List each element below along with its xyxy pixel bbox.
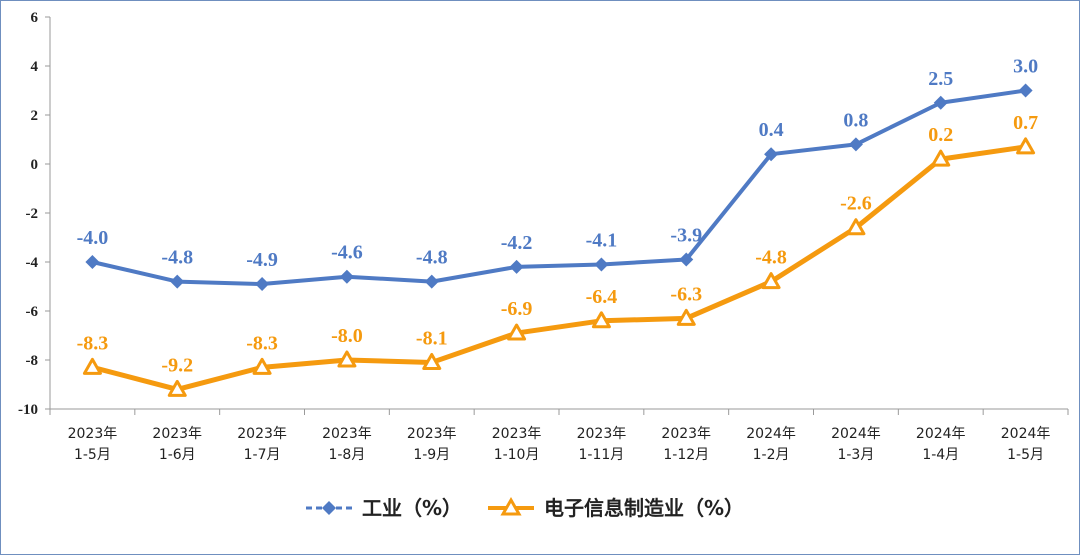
x-tick-label-year: 2023年 <box>68 426 118 442</box>
legend-item-0: 工业（%） <box>306 496 462 520</box>
data-label: 0.8 <box>843 109 868 131</box>
legend: 工业（%） 电子信息制造业（%） <box>306 496 744 520</box>
data-point-triangle <box>422 352 442 370</box>
data-point-triangle <box>337 350 357 368</box>
x-tick-label-year: 2023年 <box>492 426 542 442</box>
y-tick-label: -6 <box>26 304 39 320</box>
data-label: -4.2 <box>501 232 533 254</box>
x-tick-label-year: 2024年 <box>1001 426 1051 442</box>
series-line <box>91 88 1026 287</box>
data-label: 0.2 <box>928 124 953 146</box>
data-label: -6.9 <box>501 298 533 320</box>
x-tick-label-period: 1-11月 <box>579 447 625 463</box>
data-point-triangle <box>82 357 102 375</box>
axes: 6 4 2 0 -2 -4 -6 -8 -10 2023年 1-5月 2023年 1-6月 2023年 1-… <box>18 10 1069 463</box>
x-tick-label-period: 1-7月 <box>244 447 281 463</box>
x-tick-label-year: 2023年 <box>152 426 202 442</box>
data-point-diamond <box>848 137 863 152</box>
y-tick-label: 6 <box>31 10 39 26</box>
x-tick-label-period: 1-12月 <box>663 447 709 463</box>
x-tick-label-year: 2023年 <box>322 426 372 442</box>
data-point-diamond <box>339 269 354 284</box>
data-point-diamond <box>933 95 948 110</box>
x-tick-label-period: 1-5月 <box>1007 447 1044 463</box>
data-label: -6.4 <box>586 286 618 308</box>
data-point-diamond <box>764 147 779 162</box>
x-tick-label-year: 2023年 <box>407 426 457 442</box>
data-label: -4.0 <box>77 227 109 249</box>
data-point-triangle <box>846 218 866 236</box>
y-tick-label: 4 <box>31 59 39 75</box>
data-label: -8.0 <box>331 325 363 347</box>
x-tick-label-period: 1-6月 <box>159 447 196 463</box>
data-point-diamond <box>424 274 439 289</box>
y-tick-label: 0 <box>31 157 39 173</box>
data-label: -4.8 <box>161 247 193 269</box>
y-tick-label: -2 <box>26 206 39 222</box>
data-point-diamond <box>1018 83 1033 98</box>
series-layer: -4.0 -4.8 -4.9 -4.6 -4.8 -4.2 -4.1 -3.9 0.4 0.8 2.… <box>77 56 1038 397</box>
data-point-triangle <box>676 308 696 326</box>
y-tick-label: 2 <box>31 108 39 124</box>
data-point-diamond <box>255 277 270 292</box>
y-tick-label: -4 <box>26 255 39 271</box>
data-label: -4.8 <box>755 247 787 269</box>
series-0: -4.0 -4.8 -4.9 -4.6 -4.8 -4.2 -4.1 -3.9 0.4 0.8 2.… <box>77 56 1038 292</box>
data-label: -3.9 <box>670 225 702 247</box>
x-tick-label-period: 1-2月 <box>753 447 790 463</box>
data-label: 0.4 <box>759 119 784 141</box>
series-1: -8.3 -9.2 -8.3 -8.0 -8.1 -6.9 -6.4 -6.3 -4.8 -2.6… <box>77 112 1038 397</box>
x-tick-label-year: 2023年 <box>661 426 711 442</box>
x-tick-label-year: 2024年 <box>746 426 796 442</box>
data-point-diamond <box>85 255 100 269</box>
series-line <box>91 144 1026 392</box>
data-label: -8.1 <box>416 327 448 349</box>
data-label: 2.5 <box>928 68 953 90</box>
data-label: -4.6 <box>331 242 363 264</box>
y-tick-label: -10 <box>18 402 38 418</box>
x-tick-label-year: 2023年 <box>237 426 287 442</box>
data-point-triangle <box>1016 137 1036 155</box>
data-label: 3.0 <box>1013 56 1038 78</box>
data-label: 0.7 <box>1013 112 1038 134</box>
data-point-diamond <box>509 259 524 274</box>
data-point-diamond <box>679 252 694 267</box>
x-tick-label-period: 1-4月 <box>922 447 959 463</box>
legend-swatch-triangle <box>500 496 522 516</box>
data-label: -4.1 <box>586 229 618 251</box>
data-label: -4.8 <box>416 247 448 269</box>
x-tick-label-year: 2024年 <box>831 426 881 442</box>
data-point-triangle <box>931 149 951 167</box>
x-tick-label-period: 1-3月 <box>837 447 874 463</box>
legend-label: 电子信息制造业（%） <box>544 496 744 520</box>
data-label: -9.2 <box>161 354 193 376</box>
x-tick-label-period: 1-5月 <box>74 447 111 463</box>
data-point-triangle <box>167 379 187 397</box>
x-tick-label-period: 1-10月 <box>494 447 540 463</box>
x-tick-label-period: 1-9月 <box>413 447 450 463</box>
data-point-diamond <box>594 257 609 272</box>
x-tick-label-period: 1-8月 <box>328 447 365 463</box>
data-point-triangle <box>761 272 781 290</box>
x-tick-label-year: 2023年 <box>577 426 627 442</box>
data-label: -2.6 <box>840 193 872 215</box>
legend-item-1: 电子信息制造业（%） <box>488 496 744 520</box>
legend-swatch-diamond <box>322 501 336 515</box>
data-point-triangle <box>591 311 611 329</box>
data-label: -8.3 <box>246 332 278 354</box>
data-point-triangle <box>507 323 527 341</box>
data-point-diamond <box>170 274 185 289</box>
data-label: -8.3 <box>77 332 109 354</box>
legend-label: 工业（%） <box>362 496 462 520</box>
data-label: -6.3 <box>670 283 702 305</box>
y-tick-label: -8 <box>26 353 39 369</box>
data-label: -4.9 <box>246 249 278 271</box>
data-point-triangle <box>252 357 272 375</box>
x-tick-label-year: 2024年 <box>916 426 966 442</box>
